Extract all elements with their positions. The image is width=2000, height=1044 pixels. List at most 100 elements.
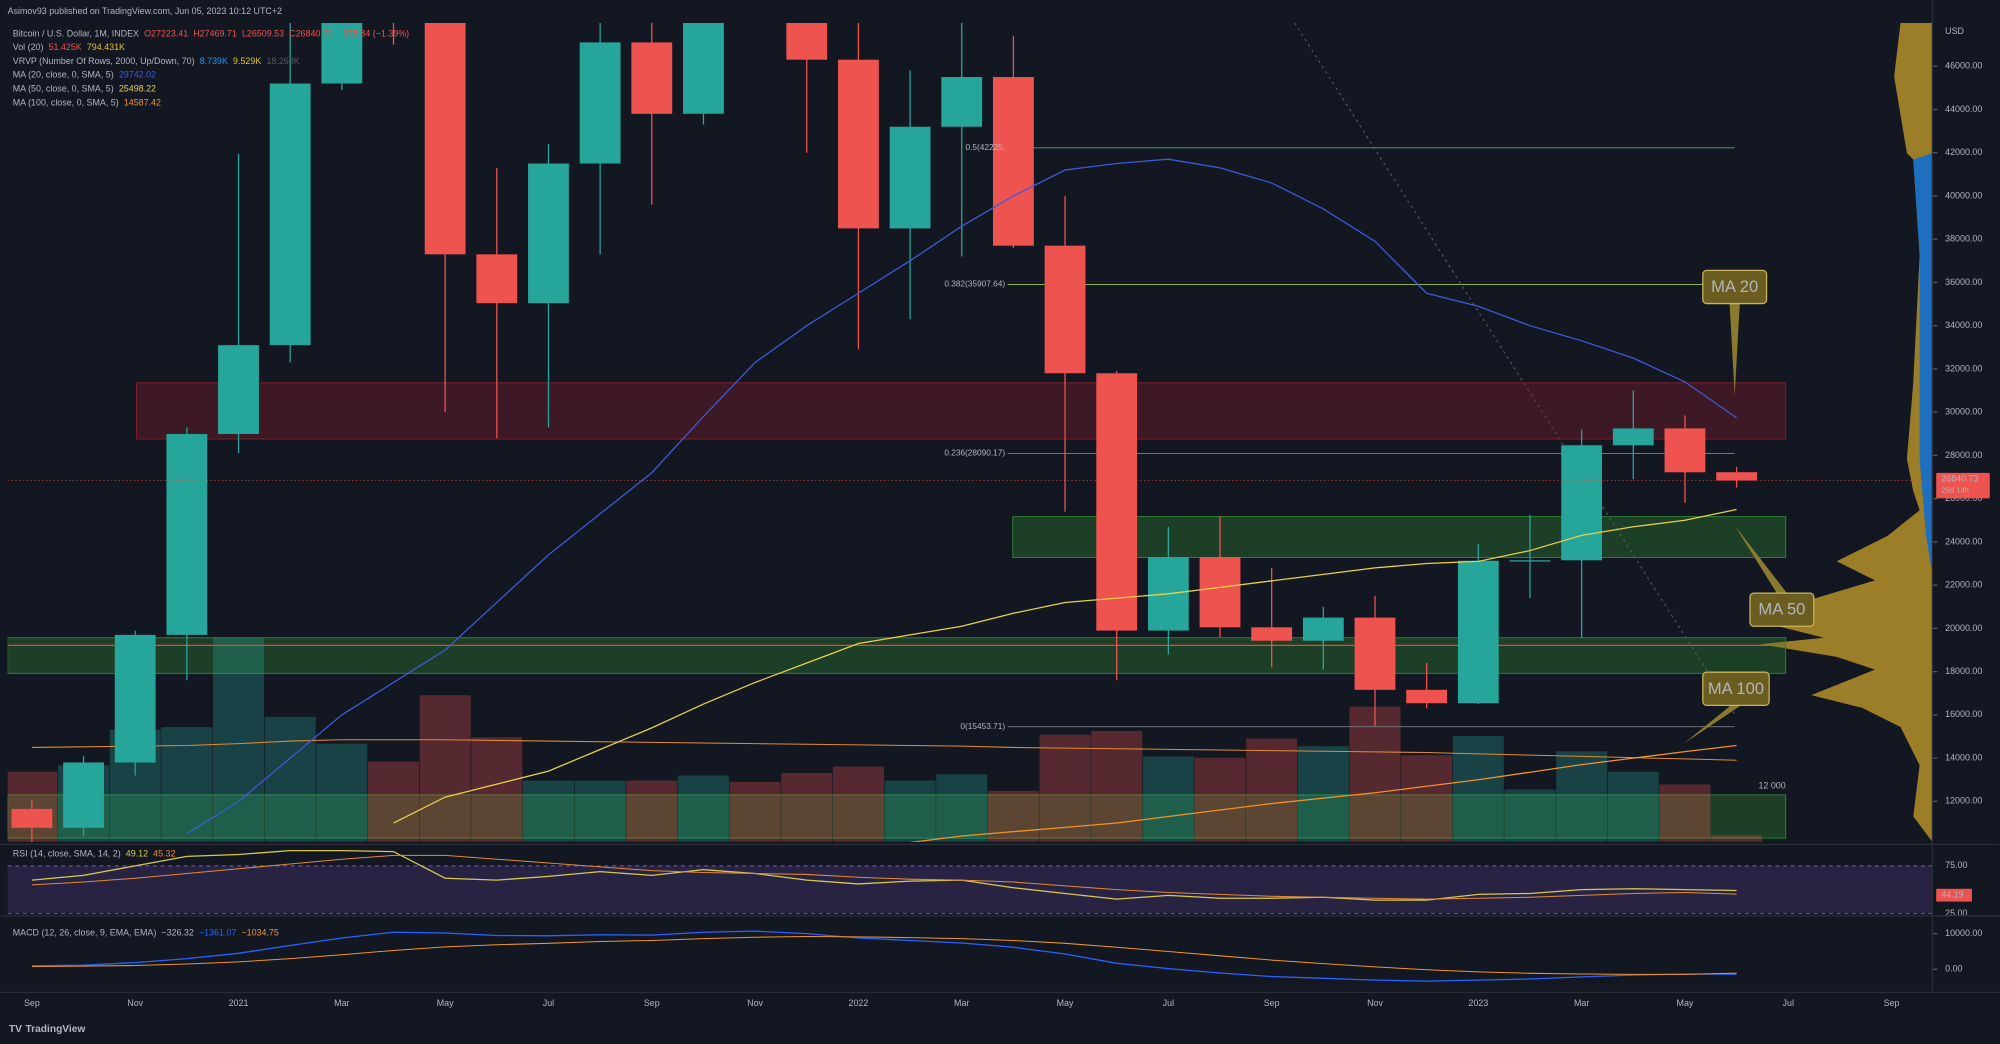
- pane-legend: RSI (14, close, SMA, 14, 2) 49.12 45.32: [13, 849, 176, 859]
- volume-bar: [574, 780, 626, 842]
- candle-body: [579, 42, 621, 164]
- x-tick-label: 2021: [229, 998, 249, 1008]
- volume-bar: [522, 780, 574, 842]
- candle-body: [1251, 627, 1293, 641]
- candle-body: [321, 22, 363, 84]
- volume-bar: [213, 637, 265, 842]
- legend-item: 25498.22: [119, 84, 156, 94]
- volume-bar: [1659, 784, 1711, 842]
- legend-item: 45.32: [153, 849, 175, 859]
- trend-line: [1294, 22, 1736, 715]
- y-tick-label: 14000.00: [1945, 753, 1982, 763]
- candle-body: [476, 254, 518, 304]
- candle-body: [1561, 445, 1603, 561]
- candle-body: [1044, 245, 1086, 374]
- volume-ma: [31, 739, 1737, 761]
- x-tick-label: Sep: [1884, 998, 1900, 1008]
- x-tick-label: Sep: [24, 998, 40, 1008]
- callout-pointer: [1729, 303, 1740, 396]
- legend-item: VRVP (Number Of Rows, 2000, Up/Down, 70): [13, 56, 195, 66]
- footer: TradingView: [26, 1024, 86, 1035]
- x-tick-label: Nov: [747, 998, 763, 1008]
- y-tick-label: 16000.00: [1945, 709, 1982, 719]
- candle-body: [631, 42, 673, 114]
- price-pane: [7, 22, 1933, 842]
- x-tick-label: Mar: [334, 998, 349, 1008]
- legend-item: Bitcoin / U.S. Dollar, 1M, INDEX: [13, 29, 139, 39]
- y-tick-label: 10000.00: [1945, 928, 1982, 938]
- callout: [1702, 671, 1770, 706]
- legend-item: −1034.75: [241, 928, 278, 938]
- volume-bar: [1452, 735, 1504, 842]
- volume-bar: [367, 761, 420, 842]
- legend-item: MA (100, close, 0, SMA, 5): [13, 98, 119, 108]
- last-price: 26840.73: [1941, 474, 1978, 484]
- moving-average: [910, 744, 1737, 842]
- y-tick-label: 42000.00: [1945, 147, 1982, 157]
- volume-bar: [1349, 706, 1401, 842]
- volume-profile-up: [1913, 153, 1933, 574]
- overlay: Bitcoin / U.S. Dollar, 1M, INDEX O27223.4…: [13, 29, 1990, 1008]
- x-tick-label: May: [1677, 998, 1694, 1008]
- y-tick-label: 20000.00: [1945, 623, 1982, 633]
- volume-bar: [1194, 757, 1246, 842]
- rsi-ma: [31, 854, 1737, 900]
- fib-label: 0.5(42225.: [965, 142, 1005, 152]
- legend-item: MACD (12, 26, close, 9, EMA, EMA): [13, 928, 157, 938]
- candle-body: [1612, 428, 1654, 446]
- volume-bar: [729, 781, 781, 842]
- legend-row: Bitcoin / U.S. Dollar, 1M, INDEX O27223.4…: [13, 29, 409, 39]
- candle-body: [1716, 472, 1758, 481]
- volume-bar: [1711, 835, 1763, 842]
- candle-body: [1096, 373, 1138, 631]
- volume-bar: [1039, 734, 1091, 842]
- volume-bar: [1091, 730, 1143, 842]
- callout-pointer: [1683, 705, 1742, 744]
- volume-bar: [987, 790, 1039, 842]
- candle-body: [218, 345, 259, 435]
- y-tick-label: 30000.00: [1945, 407, 1982, 417]
- x-tick-label: Mar: [1574, 998, 1589, 1008]
- candle-body: [889, 126, 931, 229]
- legend-row: MA (50, close, 0, SMA, 5) 25498.22: [13, 84, 156, 94]
- volume-bar: [1246, 738, 1298, 842]
- legend-item: 29742.02: [119, 70, 156, 80]
- candle-body: [424, 22, 466, 255]
- legend-item: H27469.71: [193, 29, 237, 39]
- logo: TV: [9, 1024, 22, 1035]
- legend-item: MA (50, close, 0, SMA, 5): [13, 84, 114, 94]
- y-tick-label: 40000.00: [1945, 190, 1982, 200]
- candle-body: [1457, 560, 1499, 704]
- y-tick-label: 32000.00: [1945, 363, 1982, 373]
- legend-item: −378.84 (−1.39%): [338, 29, 409, 39]
- x-tick-label: Sep: [644, 998, 660, 1008]
- fib-label: 0.236(28090.17): [944, 448, 1005, 458]
- volume-bar: [1401, 755, 1453, 842]
- callout-text: MA 20: [1711, 277, 1758, 296]
- last-price-box: [1936, 472, 1990, 499]
- rsi-last: 44.19: [1941, 890, 1963, 900]
- candle-body: [1664, 428, 1706, 473]
- legend-row: MA (20, close, 0, SMA, 5) 29742.02: [13, 70, 156, 80]
- x-tick-label: Mar: [954, 998, 969, 1008]
- candle-body: [992, 77, 1034, 246]
- moving-average: [186, 158, 1737, 835]
- legend-item: 794.431K: [87, 43, 125, 53]
- countdown: 25d 14h: [1941, 486, 1969, 495]
- legend-row: MA (100, close, 0, SMA, 5) 14587.42: [13, 98, 161, 108]
- legend-item: O27223.41: [144, 29, 188, 39]
- legend-item: Vol (20): [13, 43, 44, 53]
- legend-item: 14587.42: [124, 98, 161, 108]
- x-tick-label: Nov: [1367, 998, 1383, 1008]
- callout-text: MA 50: [1758, 600, 1805, 619]
- legend-row: VRVP (Number Of Rows, 2000, Up/Down, 70)…: [13, 56, 300, 66]
- y-tick-label: 44000.00: [1945, 104, 1982, 114]
- legend-item: 8.739K: [200, 56, 228, 66]
- candle-body: [941, 77, 983, 127]
- x-tick-label: May: [1057, 998, 1074, 1008]
- x-tick-label: Jul: [543, 998, 554, 1008]
- macd-line: [31, 930, 1737, 982]
- callout-pointer: [1734, 525, 1787, 594]
- candle-body: [683, 22, 724, 114]
